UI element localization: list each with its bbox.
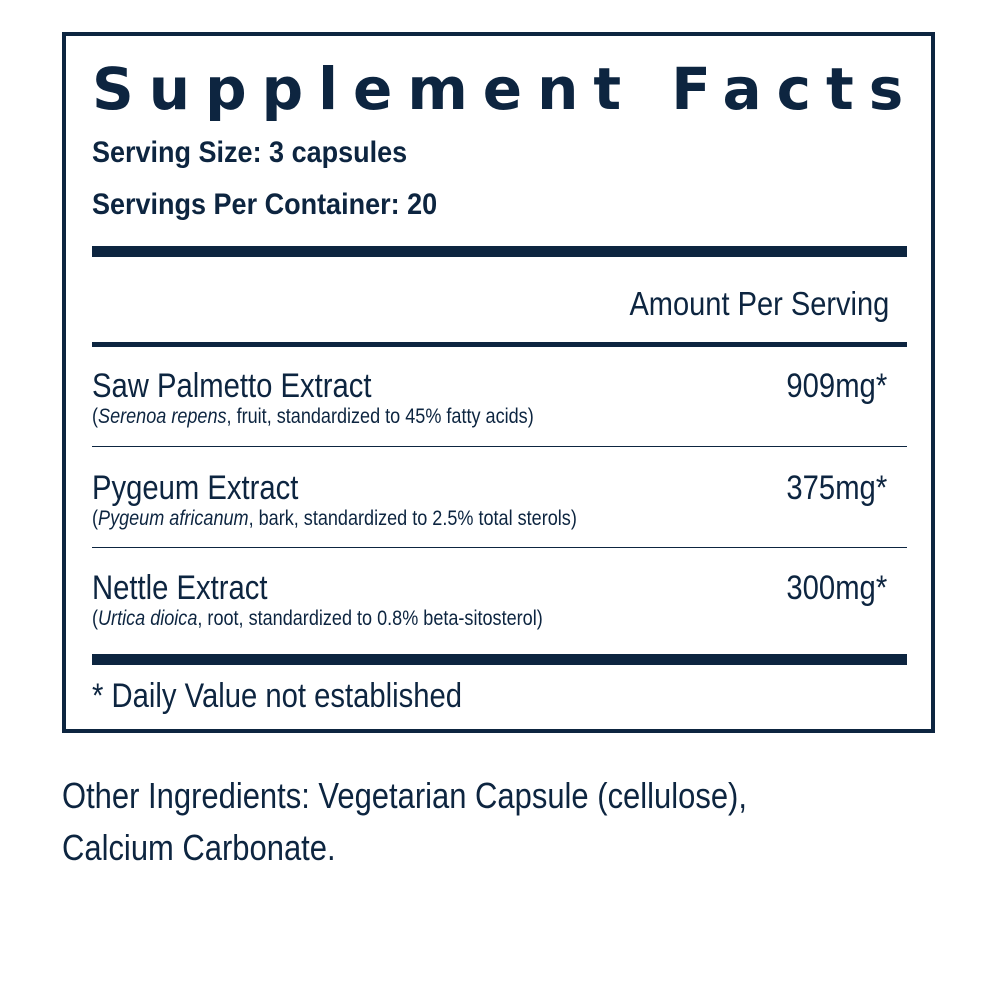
serving-size: Serving Size: 3 capsules <box>92 136 408 169</box>
other-ingredients-line: Calcium Carbonate. <box>62 827 336 868</box>
ingredient-name: Saw Palmetto Extract <box>92 367 372 405</box>
ingredient-detail: (Urtica dioica, root, standardized to 0.… <box>92 607 543 630</box>
panel-title: Supplement Facts <box>92 55 919 123</box>
ingredient-name: Pygeum Extract <box>92 469 299 507</box>
supplement-facts-panel: Supplement Facts Serving Size: 3 capsule… <box>62 32 935 733</box>
ingredient-latin-name: Pygeum africanum <box>98 507 249 530</box>
divider-row <box>92 547 907 548</box>
ingredient-detail: (Pygeum africanum, bark, standardized to… <box>92 507 577 530</box>
divider-row <box>92 446 907 447</box>
ingredient-detail-text: , root, standardized to 0.8% beta-sitost… <box>197 607 543 630</box>
other-ingredients: Other Ingredients: Vegetarian Capsule (c… <box>62 770 810 874</box>
ingredient-detail: (Serenoa repens, fruit, standardized to … <box>92 405 534 428</box>
ingredient-amount: 375mg* <box>786 469 887 507</box>
divider-thick-top <box>92 246 907 257</box>
amount-per-serving-header: Amount Per Serving <box>629 285 889 322</box>
ingredient-latin-name: Urtica dioica <box>98 607 198 630</box>
servings-per-container: Servings Per Container: 20 <box>92 188 438 221</box>
ingredient-amount: 909mg* <box>786 367 887 405</box>
divider-thick-bottom <box>92 654 907 665</box>
ingredient-amount: 300mg* <box>786 569 887 607</box>
divider-header <box>92 342 907 347</box>
ingredient-detail-text: , fruit, standardized to 45% fatty acids… <box>226 405 534 428</box>
ingredient-name: Nettle Extract <box>92 569 268 607</box>
ingredient-latin-name: Serenoa repens <box>98 405 227 428</box>
other-ingredients-line: Other Ingredients: Vegetarian Capsule (c… <box>62 775 747 816</box>
ingredient-detail-text: , bark, standardized to 2.5% total stero… <box>248 507 577 530</box>
daily-value-footnote: * Daily Value not established <box>92 677 463 715</box>
